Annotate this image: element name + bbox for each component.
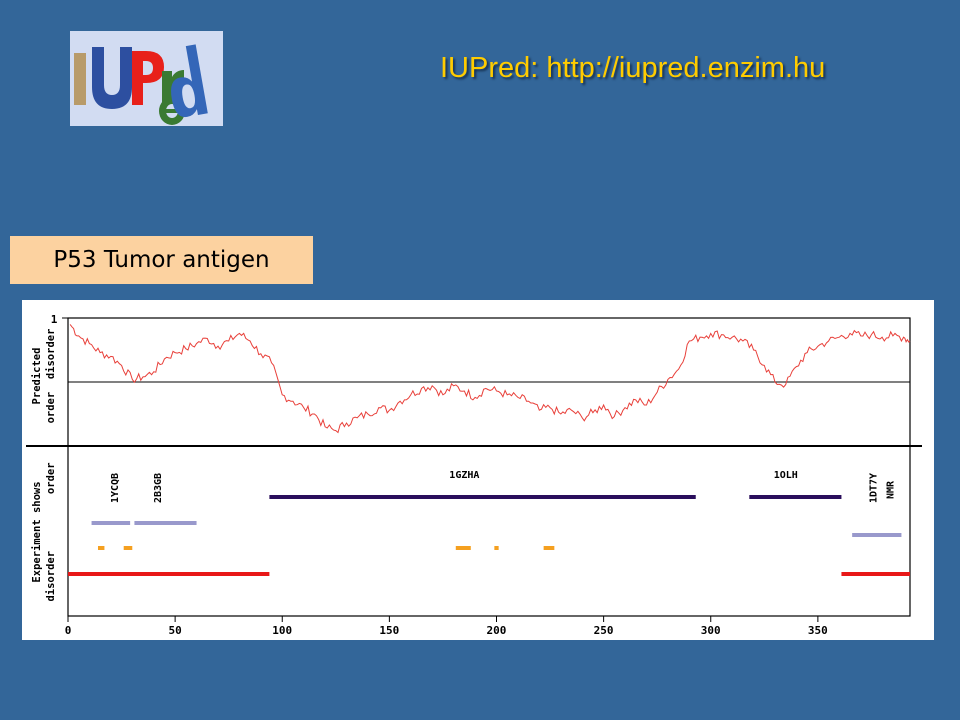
segment-fragment2-4 xyxy=(852,533,902,537)
x-tick-label-200: 200 xyxy=(487,624,507,637)
segment-order-1 xyxy=(749,495,842,499)
structure-labels: 1YCQB 2B3GB 1GZHA 1OLH 1DT7Y NMR xyxy=(110,470,897,503)
segment-fragment-2 xyxy=(91,521,131,525)
structure-label-nmr: NMR xyxy=(886,480,897,499)
segment-short-9 xyxy=(543,546,555,550)
x-axis: 0 50 100 150 200 250 300 350 xyxy=(65,616,828,637)
x-tick-label-350: 350 xyxy=(808,624,828,637)
iupred-plot: 1 Predicted order disorder Experiment sh… xyxy=(22,300,934,640)
y-tick-label-1: 1 xyxy=(51,313,58,326)
x-tick-label-150: 150 xyxy=(379,624,399,637)
site-title: IUPred: http://iupred.enzim.hu xyxy=(440,52,826,84)
segment-fragment-3 xyxy=(134,521,197,525)
segment-disorder-11 xyxy=(841,572,910,576)
structure-label-1ycqb: 1YCQB xyxy=(110,473,121,503)
top-ylabel-line-2: order disorder xyxy=(45,329,57,424)
iupred-plot-svg: 1 Predicted order disorder Experiment sh… xyxy=(26,313,922,637)
segment-order-0 xyxy=(269,495,696,499)
segment-short-6 xyxy=(123,546,133,550)
bottom-ylabel-line-2: disorder order xyxy=(45,462,57,601)
x-tick-label-100: 100 xyxy=(272,624,292,637)
segment-short-7 xyxy=(455,546,471,550)
prediction-line xyxy=(69,324,911,434)
x-tick-label-250: 250 xyxy=(594,624,614,637)
segment-short-5 xyxy=(97,546,105,550)
segment-short-8 xyxy=(494,546,499,550)
plot-frame xyxy=(67,317,911,617)
protein-label: P53 Tumor antigen xyxy=(10,236,313,284)
iupred-logo xyxy=(70,31,223,126)
bottom-ylabel-line-1: Experiment shows xyxy=(31,481,43,582)
structure-label-1dt7y: 1DT7Y xyxy=(869,473,880,503)
segment-disorder-10 xyxy=(68,572,270,576)
structure-label-1gzha: 1GZHA xyxy=(449,470,479,481)
x-tick-label-50: 50 xyxy=(168,624,181,637)
experiment-segments xyxy=(68,495,910,576)
x-tick-label-0: 0 xyxy=(65,624,72,637)
structure-label-2b3gb: 2B3GB xyxy=(153,473,164,503)
structure-label-1olh: 1OLH xyxy=(774,470,798,481)
top-ylabel-line-1: Predicted xyxy=(31,348,43,405)
x-tick-label-300: 300 xyxy=(701,624,721,637)
